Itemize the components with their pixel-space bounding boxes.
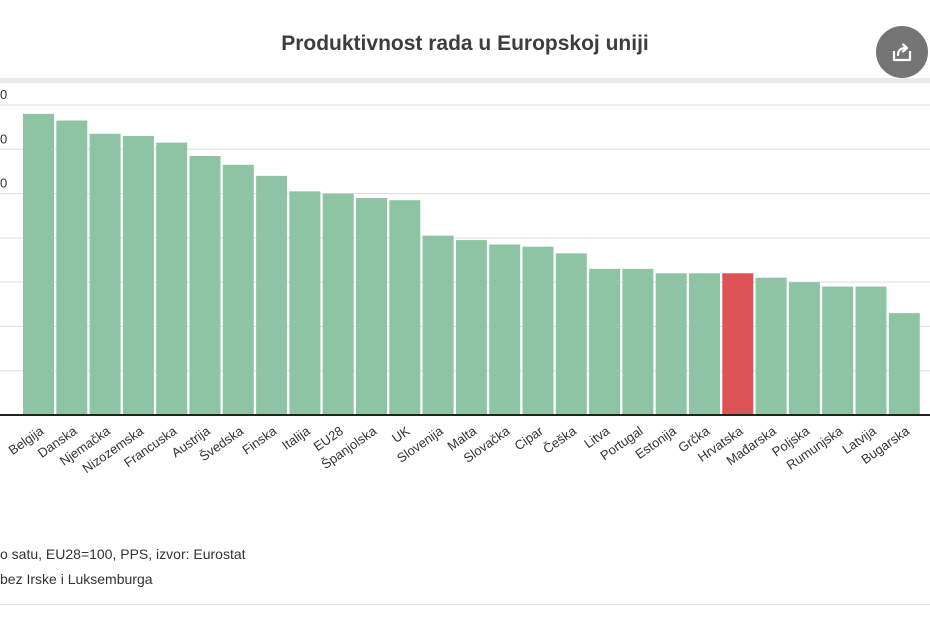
bar-21 <box>722 273 754 415</box>
bar-chart: 0 0 0 BelgijaDanskaNjemačkaNizozemskaFranc… <box>0 87 930 476</box>
bar-18 <box>622 268 654 415</box>
x-tick-label: Češka <box>540 423 579 457</box>
bar-23 <box>788 282 820 415</box>
footnote-exclusion: bez Irske i Luksemburga <box>0 571 153 587</box>
bar-11 <box>389 200 421 415</box>
bar-15 <box>522 246 554 415</box>
bar-20 <box>689 273 720 415</box>
bar-2 <box>89 133 121 416</box>
bar-26 <box>888 313 920 415</box>
bar-0 <box>23 113 54 415</box>
share-button[interactable] <box>876 26 928 78</box>
bar-5 <box>189 155 221 415</box>
bar-19 <box>655 273 687 415</box>
share-icon <box>892 43 912 62</box>
bar-22 <box>755 277 787 415</box>
header-divider <box>0 78 930 83</box>
bar-3 <box>122 136 154 415</box>
bars <box>23 113 920 416</box>
bar-10 <box>356 198 387 415</box>
bar-25 <box>855 286 887 415</box>
bar-17 <box>589 268 621 415</box>
footer-divider <box>0 604 930 605</box>
x-tick-labels: BelgijaDanskaNjemačkaNizozemskaFrancuska… <box>6 423 913 476</box>
bar-14 <box>489 244 521 415</box>
bar-7 <box>256 175 288 415</box>
bar-9 <box>322 193 354 415</box>
y-tick-labels: 0 0 0 <box>0 87 7 191</box>
footnote-source: o satu, EU28=100, PPS, izvor: Eurostat <box>0 546 246 562</box>
bar-16 <box>555 253 587 415</box>
bar-8 <box>289 191 321 415</box>
x-tick-label: Italija <box>279 423 313 453</box>
y-tick-label: 0 <box>0 176 7 191</box>
bar-24 <box>822 286 854 415</box>
x-tick-label: Finska <box>239 423 280 458</box>
x-tick-label: Cipar <box>512 423 547 453</box>
y-tick-label: 0 <box>0 87 7 102</box>
bar-12 <box>422 235 454 415</box>
chart-title: Produktivnost rada u Europskoj uniji <box>281 32 649 55</box>
y-tick-label: 0 <box>0 131 7 146</box>
bar-4 <box>156 142 188 415</box>
bar-13 <box>455 240 487 415</box>
bar-1 <box>56 120 88 415</box>
bar-6 <box>222 164 254 415</box>
